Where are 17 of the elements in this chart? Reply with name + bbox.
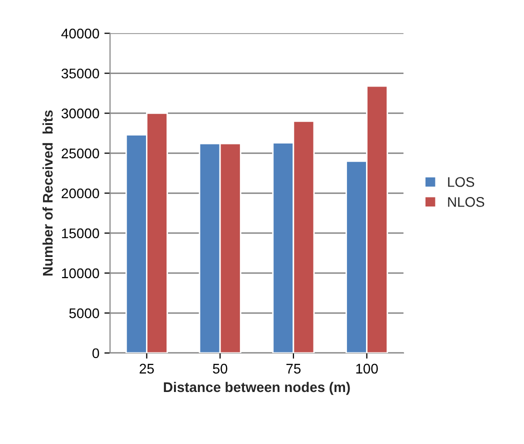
legend-label: LOS [448,177,474,187]
x-tick-label: 75 [286,364,301,374]
y-tick-label: 20000 [62,188,100,198]
x-axis-title: Distance between nodes (m) [164,382,350,395]
legend-label: NLOS [448,197,484,207]
y-tick-label: 15000 [62,228,100,238]
y-axis-title: Number of Received bits [42,110,53,276]
x-tick-label: 100 [356,364,378,374]
x-tick-label: 50 [212,364,228,374]
y-tick-label: 10000 [62,268,100,278]
y-tick-label: 5000 [69,308,100,318]
x-tick-label: 25 [140,364,154,374]
y-tick-label: 30000 [62,108,100,118]
y-tick-label: 25000 [62,148,100,158]
y-tick-label: 0 [92,348,100,358]
y-tick-label: 35000 [62,68,100,78]
y-tick-label: 40000 [61,28,100,38]
